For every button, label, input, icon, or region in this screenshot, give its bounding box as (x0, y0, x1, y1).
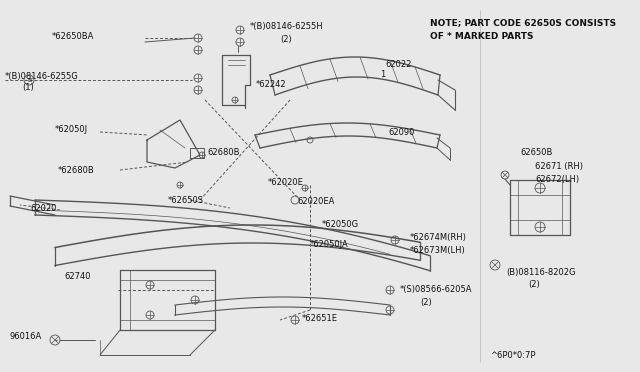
Text: B: B (27, 77, 31, 83)
Text: *62650BA: *62650BA (52, 32, 94, 41)
Text: *(B)08146-6255H: *(B)08146-6255H (250, 22, 324, 31)
Text: *62050G: *62050G (322, 220, 359, 229)
Text: (B)08116-8202G: (B)08116-8202G (506, 268, 575, 277)
Text: (1): (1) (22, 83, 34, 92)
Text: ^6P0*0:7P: ^6P0*0:7P (490, 351, 536, 360)
Text: OF * MARKED PARTS: OF * MARKED PARTS (430, 32, 534, 41)
Text: 62650B: 62650B (520, 148, 552, 157)
Text: 62672(LH): 62672(LH) (535, 175, 579, 184)
Text: 96016A: 96016A (10, 332, 42, 341)
Text: 62740: 62740 (64, 272, 90, 281)
Text: *62651E: *62651E (302, 314, 338, 323)
Text: 62090: 62090 (388, 128, 414, 137)
Bar (190, 148, 204, 158)
Text: 62680B: 62680B (207, 148, 239, 157)
Text: 62020: 62020 (30, 204, 56, 213)
Text: (2): (2) (420, 298, 432, 307)
Text: *(S)08566-6205A: *(S)08566-6205A (400, 285, 472, 294)
Text: *62020E: *62020E (268, 178, 304, 187)
Text: *62650S: *62650S (168, 196, 204, 205)
Text: *62242: *62242 (256, 80, 287, 89)
Text: *62680B: *62680B (58, 166, 95, 175)
Text: 62020EA: 62020EA (297, 197, 334, 206)
Text: (2): (2) (280, 35, 292, 44)
Text: *62674M(RH): *62674M(RH) (410, 233, 467, 242)
Text: *(B)08146-6255G: *(B)08146-6255G (5, 72, 79, 81)
Text: 62671 (RH): 62671 (RH) (535, 162, 583, 171)
Text: (2): (2) (528, 280, 540, 289)
Text: 1: 1 (380, 70, 385, 79)
Text: *62673M(LH): *62673M(LH) (410, 246, 466, 255)
Text: NOTE; PART CODE 62650S CONSISTS: NOTE; PART CODE 62650S CONSISTS (430, 18, 616, 27)
Text: *62050J: *62050J (55, 125, 88, 134)
Text: 62022: 62022 (385, 60, 412, 69)
Text: *62050JA: *62050JA (310, 240, 349, 249)
